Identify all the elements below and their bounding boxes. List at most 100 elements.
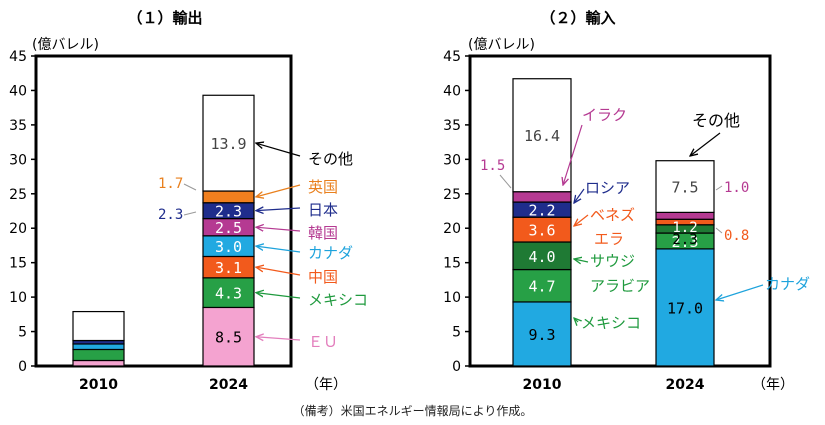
bar-segment [655,160,715,213]
exports-chart: （１）輸出 (億バレル) 0 5 10 15 20 25 30 35 40 45 （年） 2010 8.5 4… [9,9,368,393]
legend-label: 中国 [308,268,338,286]
y-tick-label: 15 [443,256,461,272]
y-tick-label: 40 [443,83,461,99]
bar-data-label: 8.5 [215,329,242,347]
leader-line [183,211,197,216]
legend-label: メキシコ [581,314,641,332]
legend-label: ロシア [585,179,630,197]
caption: （備考）米国エネルギー情報局により作成。 [292,404,533,418]
y-tick-label: 40 [9,83,27,99]
legend-arrow [690,132,721,156]
y-tick-label: 35 [9,118,27,134]
x-tick-label: 2024 [209,377,248,393]
bar-data-label: 2.3 [671,233,698,251]
exports-plot-frame [34,54,293,368]
legend-label: メキシコ [308,291,368,309]
legend-label: エラ [594,230,624,248]
imports-chart: （２）輸入 (億バレル) 0 5 10 15 20 25 30 35 40 45 （年） 9.3 4.7 4.… [443,9,810,393]
y-tick-label: 5 [452,325,461,341]
legend-arrow [256,246,301,253]
bar-data-label: 9.3 [528,326,555,344]
bar-segment [72,343,125,351]
y-tick-label: 15 [9,256,27,272]
legend-label: 英国 [308,178,338,196]
bar-data-label: 1.0 [724,180,749,196]
bar-data-label: 0.8 [724,228,749,244]
bar-data-label: 4.7 [528,278,555,296]
bar-data-label: 3.1 [215,259,242,277]
y-tick-label: 0 [452,359,461,375]
leader-line [183,183,197,191]
bar-data-label: 1.7 [158,176,183,192]
bar-segment [202,190,255,204]
legend-label: イラク [582,106,627,124]
bar-data-label: 16.4 [524,127,560,145]
x-tick-label: 2010 [79,377,118,393]
imports-ylabel: (億バレル) [468,37,535,53]
bar-segment [202,94,255,192]
legend-label: アラビア [590,277,650,295]
bar-segment [72,348,125,362]
leader-line [499,174,512,189]
y-tick-label: 5 [18,325,27,341]
y-tick-label: 45 [443,49,461,65]
imports-x-unit: （年） [752,377,794,393]
legend-label: その他 [308,150,353,168]
legend-arrow [574,318,578,322]
bar-segment [512,191,572,203]
bar-data-label: 2.3 [215,203,242,221]
y-tick-label: 30 [443,152,461,168]
x-tick-label: 2024 [666,377,705,393]
bar-segment [202,306,255,367]
bar-segment [72,310,125,342]
legend-arrow [256,227,301,231]
exports-title: （１）輸出 [127,9,202,27]
exports-x-unit: （年） [305,377,347,393]
legend-label: ＥＵ [308,333,338,351]
legend-arrow [716,284,764,300]
bar-segment [512,78,572,193]
y-tick-label: 45 [9,49,27,65]
y-tick-label: 10 [9,290,27,306]
bar-data-label: 1.2 [672,220,697,236]
bar-data-label: 4.0 [528,248,555,266]
y-tick-label: 25 [443,187,461,203]
legend-arrow [256,184,301,197]
legend-arrow [256,143,301,157]
bar-data-label: 2.3 [672,232,697,248]
legend-label: カナダ [308,244,353,262]
bar-data-label: 7.5 [671,179,698,197]
y-tick-label: 10 [443,290,461,306]
bar-data-label: 1.5 [480,158,505,174]
leader-line [715,185,723,191]
bar-data-label: 2.2 [528,202,555,220]
legend-label: その他 [692,111,740,130]
legend-arrow [256,267,301,276]
y-tick-label: 20 [9,221,27,237]
y-tick-label: 20 [443,221,461,237]
y-tick-label: 0 [18,359,27,375]
legend-label: カナダ [765,275,810,293]
bar-data-label: 13.9 [210,135,246,153]
bar-segment [72,359,125,367]
legend-arrow [256,293,301,299]
bar-data-label: 3.0 [215,238,242,256]
imports-plot-frame [468,54,772,368]
bar-segment [655,211,715,220]
y-tick-label: 30 [9,152,27,168]
legend-arrow [563,124,583,185]
bar-data-label: 2.5 [215,219,242,237]
y-tick-label: 35 [443,118,461,134]
legend-label: 韓国 [308,224,338,242]
bar-data-label: 17.0 [667,299,703,317]
leader-line [715,227,723,234]
bar-data-label: 2.3 [158,207,183,223]
y-tick-label: 25 [9,187,27,203]
bar-segment [512,216,572,243]
legend-label: 日本 [308,201,338,219]
x-tick-label: 2010 [523,377,562,393]
legend-arrow [574,188,585,203]
bar-data-label: 3.6 [528,222,555,240]
legend-label: サウジ [590,252,635,270]
